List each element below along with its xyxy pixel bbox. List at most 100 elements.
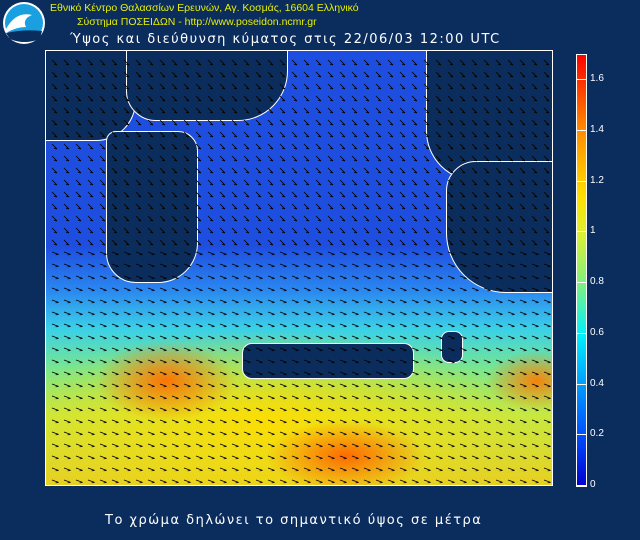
wave-arrow (543, 299, 551, 304)
wave-arrow (495, 107, 502, 114)
colorbar-tick (577, 180, 586, 182)
wave-arrow (399, 287, 407, 292)
wave-arrow (495, 191, 502, 198)
wave-arrow (327, 119, 334, 126)
wave-arrow (339, 371, 347, 376)
wave-arrow (315, 119, 322, 126)
wave-arrow (531, 383, 539, 388)
wave-arrow (399, 179, 406, 186)
wave-arrow (207, 227, 214, 234)
wave-arrow (207, 395, 215, 400)
wave-arrow (291, 119, 298, 126)
wave-arrow (471, 107, 478, 114)
colorbar-tick (577, 282, 586, 284)
wave-arrow (267, 443, 275, 448)
wave-arrow (99, 215, 106, 222)
wave-arrow (387, 143, 394, 150)
wave-arrow (387, 59, 394, 66)
wave-arrow (195, 215, 202, 222)
wave-arrow (267, 323, 275, 328)
wave-arrow (255, 263, 263, 268)
wave-arrow (423, 143, 430, 150)
wave-arrow (99, 143, 106, 150)
wave-arrow (435, 155, 442, 162)
wave-arrow (351, 119, 358, 126)
wave-arrow (255, 431, 263, 436)
wave-arrow (231, 71, 238, 78)
wave-arrow (63, 431, 71, 436)
wave-arrow (327, 467, 335, 472)
wave-arrow (375, 263, 383, 268)
wave-arrow (483, 263, 491, 268)
wave-arrow (315, 335, 323, 340)
wave-arrow (255, 335, 263, 340)
wave-arrow (363, 119, 370, 126)
wave-arrow (159, 323, 167, 328)
wave-arrow (519, 323, 527, 328)
wave-arrow (531, 311, 539, 316)
wave-arrow (231, 419, 239, 424)
wave-arrow (375, 107, 382, 114)
wave-arrow (279, 83, 286, 90)
wave-arrow (471, 443, 479, 448)
wave-arrow (63, 119, 70, 126)
wave-arrow (231, 347, 239, 352)
wave-arrow (303, 215, 310, 222)
wave-arrow (159, 371, 167, 376)
wave-arrow (123, 335, 131, 340)
wave-arrow (63, 371, 71, 376)
wave-arrow (507, 323, 515, 328)
wave-arrow (423, 287, 431, 292)
wave-arrow (183, 227, 190, 234)
wave-arrow (339, 191, 346, 198)
wave-arrow (375, 83, 382, 90)
wave-arrow (519, 407, 527, 412)
wave-arrow (303, 455, 311, 460)
wave-arrow (135, 455, 143, 460)
wave-arrow (171, 383, 179, 388)
wave-arrow (483, 299, 491, 304)
wave-arrow (75, 431, 83, 436)
wave-arrow (99, 83, 106, 90)
wave-arrow (111, 263, 119, 268)
wave-arrow (423, 203, 430, 210)
wave-arrow (267, 407, 275, 412)
wave-arrow (87, 107, 94, 114)
wave-arrow (87, 119, 94, 126)
wave-arrow (243, 467, 251, 472)
wave-arrow (243, 167, 250, 174)
wave-arrow (219, 227, 226, 234)
wave-arrow (267, 59, 274, 66)
wave-arrow (447, 155, 454, 162)
wave-arrow (483, 431, 491, 436)
wave-arrow (75, 395, 83, 400)
wave-arrow (495, 323, 503, 328)
wave-arrow (291, 83, 298, 90)
wave-arrow (195, 371, 203, 376)
wave-arrow (387, 419, 395, 424)
wave-arrow (123, 323, 131, 328)
wave-arrow (195, 119, 202, 126)
wave-arrow (75, 107, 82, 114)
wave-arrow (507, 347, 515, 352)
wave-arrow (531, 191, 538, 198)
wave-arrow (303, 347, 311, 352)
wave-arrow (423, 419, 431, 424)
wave-arrow (135, 251, 143, 256)
wave-arrow (411, 239, 418, 246)
wave-arrow (459, 479, 467, 484)
system-link[interactable]: Σύστημα ΠΟΣΕΙΔΩΝ - http://www.poseidon.n… (77, 16, 317, 28)
wave-arrow (483, 143, 490, 150)
wave-arrow (99, 347, 107, 352)
wave-arrow (423, 179, 430, 186)
wave-arrow (279, 143, 286, 150)
wave-arrow (267, 227, 274, 234)
wave-arrow (195, 263, 203, 268)
wave-arrow (123, 371, 131, 376)
wave-arrow (339, 407, 347, 412)
wave-arrow (423, 119, 430, 126)
wave-arrow (111, 479, 119, 484)
wave-arrow (279, 467, 287, 472)
wave-arrow (111, 119, 118, 126)
wave-arrow (111, 275, 119, 280)
